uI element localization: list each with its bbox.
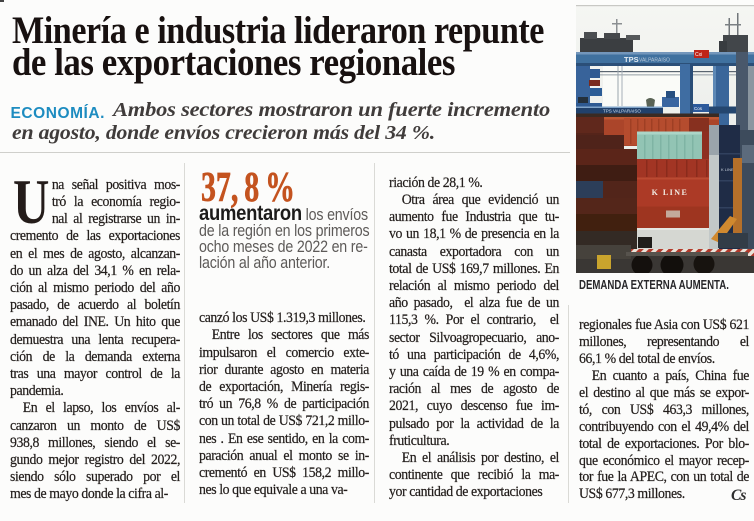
- svg-text:VALPARAISO: VALPARAISO: [639, 58, 670, 64]
- svg-text:TPS: TPS: [624, 55, 639, 64]
- svg-text:K LINE: K LINE: [721, 167, 734, 172]
- svg-text:Cxi: Cxi: [695, 52, 702, 58]
- svg-text:Cos: Cos: [694, 106, 703, 111]
- svg-text:K LINE: K LINE: [652, 188, 689, 197]
- svg-text:TPS VALPARAISO: TPS VALPARAISO: [603, 109, 641, 114]
